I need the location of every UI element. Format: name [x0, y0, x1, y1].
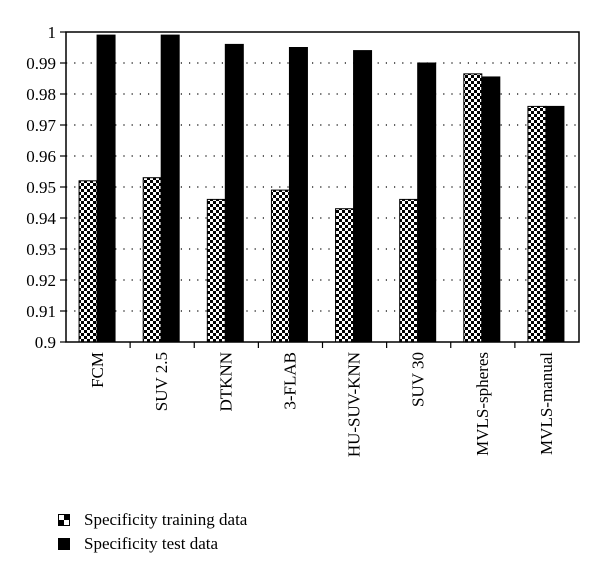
x-category-label: 3-FLAB	[280, 352, 299, 410]
x-category-label: SUV 30	[409, 352, 428, 407]
bar-test-7	[545, 105, 565, 343]
bar-training-5	[399, 198, 419, 343]
y-tick-label: 0.9	[35, 333, 56, 352]
y-tick-label: 0.92	[26, 271, 56, 290]
solid-swatch-icon	[58, 538, 70, 550]
bar-test-6	[481, 76, 501, 343]
y-tick-label: 1	[48, 23, 57, 42]
bar-training-0	[78, 180, 98, 343]
y-tick-label: 0.99	[26, 54, 56, 73]
bar-training-6	[463, 73, 483, 343]
legend-item-test: Specificity test data	[58, 532, 247, 556]
y-tick-label: 0.96	[26, 147, 56, 166]
bar-training-3	[270, 189, 290, 343]
x-category-label: DTKNN	[216, 352, 235, 412]
x-category-label: HU-SUV-KNN	[345, 352, 364, 457]
y-tick-label: 0.94	[26, 209, 56, 228]
x-category-label: MVLS-spheres	[473, 352, 492, 456]
bar-test-5	[417, 62, 437, 343]
bar-training-1	[142, 177, 162, 343]
specificity-bar-chart: 0.9 0.91 0.92 0.93 0.94 0.95 0.96 0.97 0.98 0.99 1…	[26, 23, 580, 457]
bar-training-2	[206, 198, 226, 343]
bars	[78, 34, 565, 343]
legend-label-test: Specificity test data	[84, 534, 219, 553]
y-tick-label: 0.93	[26, 240, 56, 259]
bar-training-4	[335, 208, 355, 343]
bar-test-3	[288, 47, 308, 343]
y-tick-label: 0.98	[26, 85, 56, 104]
bar-test-4	[353, 50, 373, 343]
x-category-label: SUV 2.5	[152, 352, 171, 411]
y-tick-label: 0.97	[26, 116, 56, 135]
checkerboard-swatch-icon	[58, 514, 70, 526]
bar-test-1	[160, 34, 180, 343]
x-category-label: FCM	[88, 352, 107, 388]
bar-training-7	[527, 105, 547, 343]
y-tick-label: 0.91	[26, 302, 56, 321]
x-axis-labels: FCM SUV 2.5 DTKNN 3-FLAB HU-SUV-KNN SUV 30 MVL…	[88, 352, 556, 457]
y-tick-label: 0.95	[26, 178, 56, 197]
y-axis-ticks: 0.9 0.91 0.92 0.93 0.94 0.95 0.96 0.97 0.98 0.99 1	[26, 23, 66, 352]
bar-test-0	[96, 34, 116, 343]
bar-test-2	[224, 43, 244, 343]
legend: Specificity training data Specificity te…	[58, 508, 247, 556]
x-category-label: MVLS-manual	[537, 352, 556, 455]
legend-item-training: Specificity training data	[58, 508, 247, 532]
legend-label-training: Specificity training data	[84, 510, 248, 529]
